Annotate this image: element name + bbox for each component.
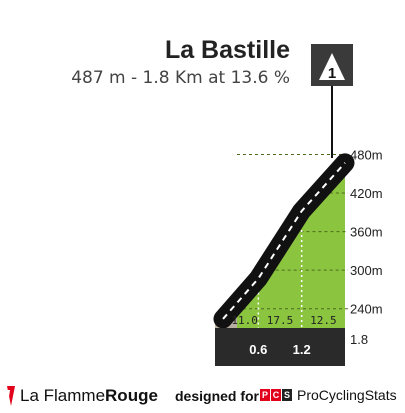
segment-gradient-label: 17.5 [267, 314, 294, 327]
category-badge-number: 1 [328, 65, 336, 82]
distance-marker-label: 1.2 [293, 342, 311, 357]
distance-marker-label: 0.6 [249, 342, 267, 357]
elevation-label: 240m [350, 302, 383, 317]
brand-name-right: Rouge [105, 386, 158, 405]
elevation-label: 480m [350, 147, 383, 162]
segment-gradient-label: 12.5 [310, 314, 337, 327]
elevation-label: 420m [350, 186, 383, 201]
climb-profile-chart: 1 480m 420m 360m 300m 240m 11.0 17.5 12.5 0.6 1.2… [213, 44, 383, 366]
footer: La FlammeRouge designed for P C S ProCyc… [0, 381, 405, 413]
pcs-letter-c: C [271, 389, 281, 401]
pcs-logo-icon: P C S [260, 389, 292, 401]
segment-gradient-label: 11.0 [231, 314, 258, 327]
elevation-label: 300m [350, 263, 383, 278]
pcs-name: ProCyclingStats [297, 387, 397, 403]
elevation-label: 360m [350, 225, 383, 240]
pcs-letter-s: S [282, 389, 292, 401]
distance-bar [215, 328, 345, 366]
designed-for-label: designed for [175, 388, 260, 404]
pcs-letter-p: P [260, 389, 270, 401]
brand-name: La FlammeRouge [20, 386, 158, 406]
road-centerline [222, 162, 346, 320]
total-distance-label: 1.8 [350, 332, 368, 347]
flame-logo-icon [7, 386, 15, 406]
brand-name-left: La Flamme [20, 386, 106, 405]
climb-title: La Bastille [164, 36, 290, 64]
category-badge-triangle [319, 53, 345, 80]
climb-summary: 487 m - 1.8 Km at 13.6 % [71, 68, 290, 88]
